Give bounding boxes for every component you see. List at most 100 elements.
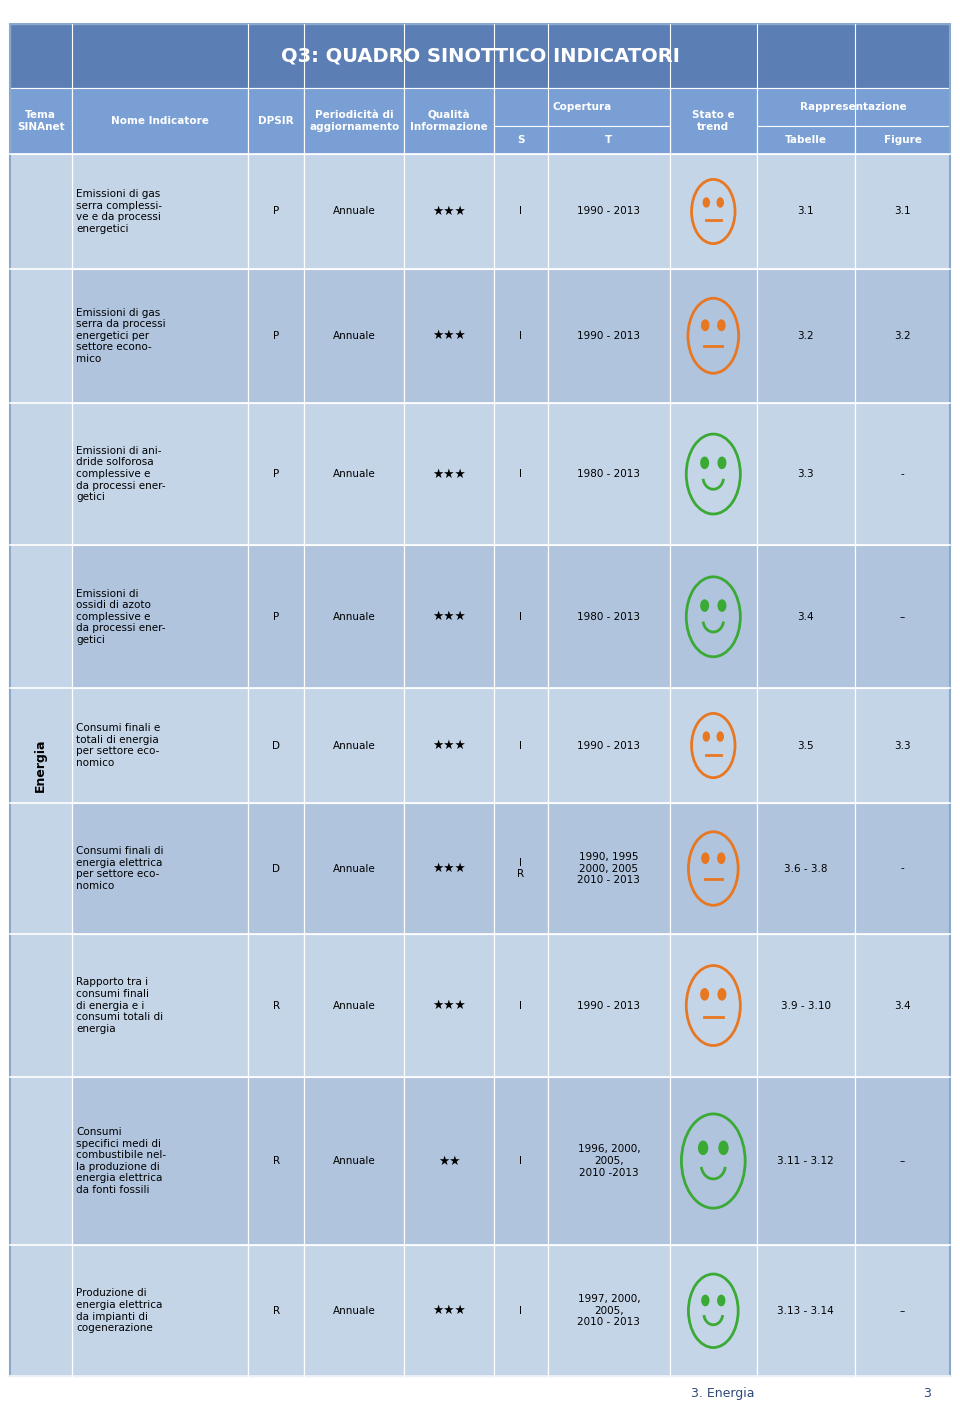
Text: S: S <box>517 135 524 145</box>
Bar <box>404 934 493 1077</box>
Bar <box>756 126 854 155</box>
Text: ★★★: ★★★ <box>432 204 466 219</box>
Text: Produzione di
energia elettrica
da impianti di
cogenerazione: Produzione di energia elettrica da impia… <box>77 1288 163 1334</box>
Circle shape <box>719 1141 728 1155</box>
Text: D: D <box>272 741 280 751</box>
Text: Annuale: Annuale <box>333 741 375 751</box>
Bar <box>670 403 756 545</box>
Text: ★★★: ★★★ <box>432 329 466 342</box>
Bar <box>670 688 756 803</box>
Text: -: - <box>900 864 904 874</box>
Bar <box>548 126 670 155</box>
Bar <box>493 1244 548 1376</box>
Bar <box>670 934 756 1077</box>
Bar <box>304 934 404 1077</box>
Bar <box>493 88 670 126</box>
Text: I: I <box>519 207 522 217</box>
Bar <box>304 688 404 803</box>
Text: ★★★: ★★★ <box>432 999 466 1012</box>
Bar <box>854 688 950 803</box>
Bar <box>854 268 950 403</box>
Text: I: I <box>519 612 522 622</box>
Text: P: P <box>273 331 279 341</box>
Bar <box>10 88 72 155</box>
Bar <box>670 155 756 268</box>
Bar <box>493 126 548 155</box>
Bar <box>248 545 304 688</box>
Text: Consumi finali e
totali di energia
per settore eco-
nomico: Consumi finali e totali di energia per s… <box>77 724 160 768</box>
Text: Annuale: Annuale <box>333 612 375 622</box>
Bar <box>304 88 404 155</box>
Bar <box>248 268 304 403</box>
Text: 3.6 - 3.8: 3.6 - 3.8 <box>784 864 828 874</box>
Bar <box>548 155 670 268</box>
Bar <box>548 403 670 545</box>
Bar <box>493 268 548 403</box>
Text: T: T <box>605 135 612 145</box>
Text: Emissioni di
ossidi di azoto
complessive e
da processi ener-
getici: Emissioni di ossidi di azoto complessive… <box>77 589 166 646</box>
Bar <box>756 268 854 403</box>
Bar <box>248 1077 304 1244</box>
Text: 1997, 2000,
2005,
2010 - 2013: 1997, 2000, 2005, 2010 - 2013 <box>578 1294 640 1327</box>
Text: Rappresentazione: Rappresentazione <box>801 102 907 112</box>
Circle shape <box>718 989 726 1000</box>
Bar <box>304 545 404 688</box>
Text: Copertura: Copertura <box>552 102 612 112</box>
Text: ★★★: ★★★ <box>432 739 466 752</box>
Text: D: D <box>272 864 280 874</box>
Bar <box>404 268 493 403</box>
Text: Energia: Energia <box>35 738 47 792</box>
Text: ★★★: ★★★ <box>432 467 466 481</box>
Text: P: P <box>273 207 279 217</box>
Bar <box>404 403 493 545</box>
Bar <box>493 403 548 545</box>
Bar <box>548 545 670 688</box>
Bar <box>493 545 548 688</box>
Text: –: – <box>900 1305 905 1315</box>
Bar <box>304 1077 404 1244</box>
Text: ★★★: ★★★ <box>432 1304 466 1317</box>
Bar <box>670 1077 756 1244</box>
Text: 3.5: 3.5 <box>798 741 814 751</box>
Text: Periodicità di
aggiornamento: Periodicità di aggiornamento <box>309 111 399 132</box>
Circle shape <box>718 600 726 612</box>
Bar <box>72 545 248 688</box>
Text: Annuale: Annuale <box>333 331 375 341</box>
Bar <box>493 1077 548 1244</box>
Bar <box>72 934 248 1077</box>
Bar <box>756 545 854 688</box>
Text: P: P <box>273 612 279 622</box>
Bar <box>854 545 950 688</box>
Text: -: - <box>900 470 904 480</box>
Bar <box>404 803 493 934</box>
Bar <box>493 803 548 934</box>
Bar <box>493 688 548 803</box>
Bar <box>404 155 493 268</box>
Bar <box>72 688 248 803</box>
Bar <box>756 88 950 126</box>
Bar <box>670 545 756 688</box>
Bar <box>548 268 670 403</box>
Text: 3.13 - 3.14: 3.13 - 3.14 <box>778 1305 834 1315</box>
Bar <box>756 155 854 268</box>
Bar <box>72 88 248 155</box>
Circle shape <box>718 321 725 331</box>
Bar <box>756 688 854 803</box>
Text: I: I <box>519 1000 522 1010</box>
Text: I
R: I R <box>517 857 524 880</box>
Text: I: I <box>519 741 522 751</box>
Text: 1990 - 2013: 1990 - 2013 <box>577 331 640 341</box>
Bar <box>404 688 493 803</box>
Bar <box>404 88 493 155</box>
Text: Consumi
specifici medi di
combustibile nel-
la produzione di
energia elettrica
d: Consumi specifici medi di combustibile n… <box>77 1127 166 1195</box>
Bar <box>404 1077 493 1244</box>
Text: 3.9 - 3.10: 3.9 - 3.10 <box>780 1000 830 1010</box>
Circle shape <box>718 457 726 468</box>
Bar <box>756 1077 854 1244</box>
Circle shape <box>702 1296 708 1305</box>
Text: 1990, 1995
2000, 2005
2010 - 2013: 1990, 1995 2000, 2005 2010 - 2013 <box>578 851 640 885</box>
Bar <box>72 268 248 403</box>
Text: 3.1: 3.1 <box>798 207 814 217</box>
Bar <box>548 688 670 803</box>
Text: 3.2: 3.2 <box>894 331 911 341</box>
